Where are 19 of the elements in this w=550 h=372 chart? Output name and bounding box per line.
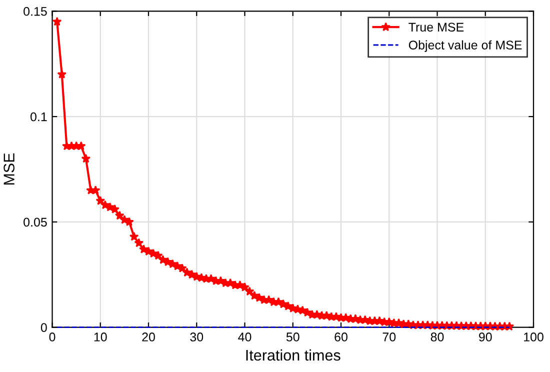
- x-tick-label: 10: [94, 332, 107, 342]
- y-tick-label: 0: [40, 323, 47, 332]
- x-tick-label: 90: [479, 332, 492, 342]
- x-tick-label: 50: [286, 332, 300, 342]
- x-tick-label: 60: [334, 332, 348, 342]
- x-tick-label: 20: [142, 332, 155, 342]
- x-tick-label: 30: [190, 332, 204, 342]
- x-tick-label: 0: [49, 332, 56, 342]
- y-tick-label: 0.15: [24, 6, 47, 16]
- x-tick-label: 100: [524, 332, 544, 342]
- x-tick-label: 80: [430, 332, 444, 342]
- y-axis-title: MSE: [4, 153, 14, 185]
- legend-label: Object value of MSE: [408, 40, 522, 52]
- x-tick-label: 40: [238, 332, 252, 342]
- y-tick-label: 0.1: [30, 112, 47, 122]
- y-tick-label: 0.05: [24, 218, 47, 227]
- legend-label: True MSE: [408, 22, 464, 32]
- x-axis-title: Iteration times: [246, 349, 340, 361]
- x-tick-label: 70: [382, 332, 396, 342]
